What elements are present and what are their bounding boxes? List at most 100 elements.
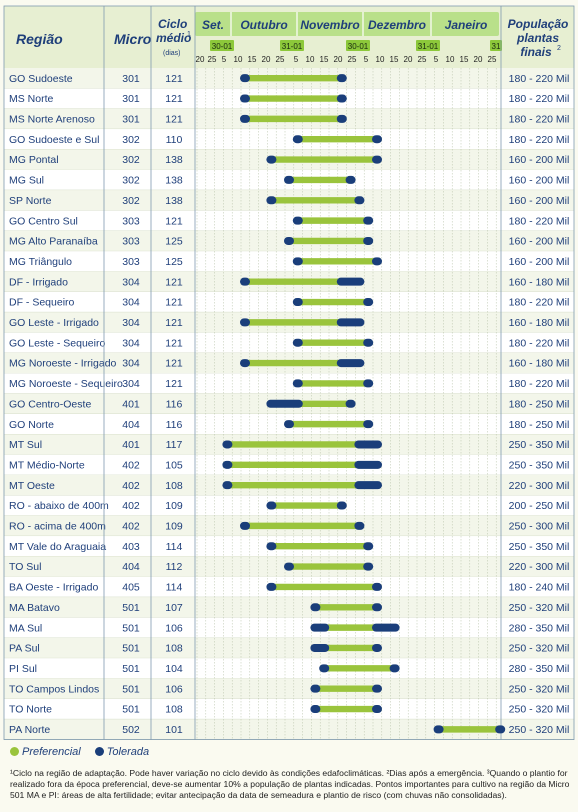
bar-preferencial	[297, 380, 369, 387]
row-regiao: GO Sudoeste e Sul	[9, 134, 99, 146]
row-micro: 304	[122, 337, 140, 349]
row-pop: 180 - 250 Mil	[509, 419, 570, 431]
row-ciclo: 121	[165, 114, 183, 126]
period-marker-box	[490, 40, 502, 51]
row-pop: 180 - 220 Mil	[509, 297, 570, 309]
row-micro: 402	[122, 480, 140, 492]
table-row	[4, 251, 574, 272]
row-regiao: MT Médio-Norte	[9, 459, 85, 471]
bar-tolerada	[363, 420, 374, 429]
day-tick: 10	[234, 55, 243, 64]
row-regiao: MS Norte	[9, 93, 54, 105]
bar-preferencial	[289, 420, 369, 428]
bar-tolerada	[266, 582, 277, 591]
period-marker: 31-01	[282, 42, 303, 51]
bar-tolerada	[372, 603, 382, 612]
row-micro: 302	[122, 134, 140, 146]
header-pop-3: finais	[520, 45, 552, 59]
row-regiao: MS Norte Arenoso	[9, 114, 95, 126]
bar-tolerada	[266, 399, 303, 408]
bar-tolerada	[372, 684, 382, 693]
bar-preferencial	[315, 685, 377, 692]
day-tick: 5	[434, 55, 439, 64]
bar-tolerada	[345, 175, 356, 184]
row-micro: 405	[122, 582, 140, 594]
row-pop: 180 - 220 Mil	[509, 93, 570, 105]
row-ciclo: 121	[165, 297, 183, 309]
bar-tolerada	[363, 562, 374, 571]
bar-preferencial	[324, 665, 395, 672]
bar-preferencial	[289, 563, 369, 570]
row-ciclo: 116	[166, 398, 183, 410]
header-pop-2: plantas	[516, 31, 559, 45]
bar-tolerada	[292, 135, 303, 144]
day-tick: 15	[248, 55, 257, 64]
bar-tolerada	[266, 542, 277, 551]
row-regiao: MT Vale do Araguaia	[9, 541, 106, 553]
row-regiao: TO Norte	[9, 704, 52, 716]
bar-tolerada	[319, 664, 330, 673]
day-tick: 20	[196, 55, 205, 64]
row-ciclo: 114	[166, 582, 183, 594]
row-pop: 250 - 350 Mil	[509, 541, 570, 553]
row-pop: 160 - 200 Mil	[509, 236, 570, 248]
bar-tolerada	[354, 440, 382, 449]
row-micro: 302	[122, 195, 140, 207]
row-regiao: TO Campos Lindos	[9, 683, 99, 695]
row-ciclo: 107	[165, 602, 183, 614]
row-ciclo: 121	[165, 73, 183, 85]
bar-tolerada	[310, 684, 321, 693]
bar-tolerada	[354, 196, 365, 205]
row-micro: 304	[122, 358, 140, 370]
bar-preferencial	[324, 644, 377, 652]
bar-tolerada	[372, 705, 382, 714]
row-pop: 180 - 220 Mil	[509, 378, 570, 390]
row-ciclo: 108	[165, 704, 183, 716]
bar-tolerada	[372, 623, 400, 632]
bar-preferencial	[245, 278, 342, 285]
row-pop: 180 - 220 Mil	[509, 73, 570, 85]
row-regiao: MG Alto Paranaíba	[9, 236, 98, 248]
bar-tolerada	[266, 196, 277, 205]
bar-preferencial	[227, 461, 360, 469]
bar-tolerada	[266, 501, 277, 510]
row-pop: 160 - 200 Mil	[509, 195, 570, 207]
row-regiao: GO Centro Sul	[9, 215, 78, 227]
row-regiao: GO Sudoeste	[9, 73, 73, 85]
bar-preferencial	[289, 237, 369, 245]
period-marker: 30-01	[212, 42, 233, 51]
day-tick: 5	[294, 55, 299, 64]
row-ciclo: 121	[165, 358, 183, 370]
row-ciclo: 121	[165, 276, 183, 288]
day-tick: 10	[306, 55, 315, 64]
bar-preferencial	[271, 502, 342, 509]
row-micro: 304	[122, 317, 140, 329]
bar-tolerada	[336, 114, 347, 123]
row-ciclo: 104	[165, 663, 183, 675]
bar-tolerada	[284, 175, 294, 184]
row-regiao: GO Leste - Sequeiro	[9, 337, 105, 349]
row-pop: 250 - 350 Mil	[509, 439, 570, 451]
month-label: Dezembro	[368, 18, 426, 32]
header-pop-sup: 2	[557, 45, 561, 52]
bar-tolerada	[354, 521, 365, 530]
row-ciclo: 121	[165, 337, 183, 349]
row-micro: 501	[122, 602, 140, 614]
bar-tolerada	[495, 725, 506, 734]
row-pop: 250 - 320 Mil	[509, 704, 570, 716]
table-row	[4, 698, 574, 720]
row-regiao: GO Norte	[9, 419, 54, 431]
row-pop: 200 - 250 Mil	[509, 500, 570, 512]
row-ciclo: 138	[165, 175, 183, 187]
bar-tolerada	[372, 582, 382, 591]
row-pop: 160 - 180 Mil	[509, 276, 570, 288]
bar-tolerada	[354, 460, 382, 469]
bar-tolerada	[292, 379, 303, 388]
row-regiao: RO - acima de 400m	[9, 521, 106, 533]
bar-tolerada	[310, 603, 321, 612]
bar-preferencial	[245, 115, 342, 123]
table-row	[4, 332, 574, 353]
row-pop: 220 - 300 Mil	[509, 480, 570, 492]
row-micro: 501	[122, 663, 140, 675]
